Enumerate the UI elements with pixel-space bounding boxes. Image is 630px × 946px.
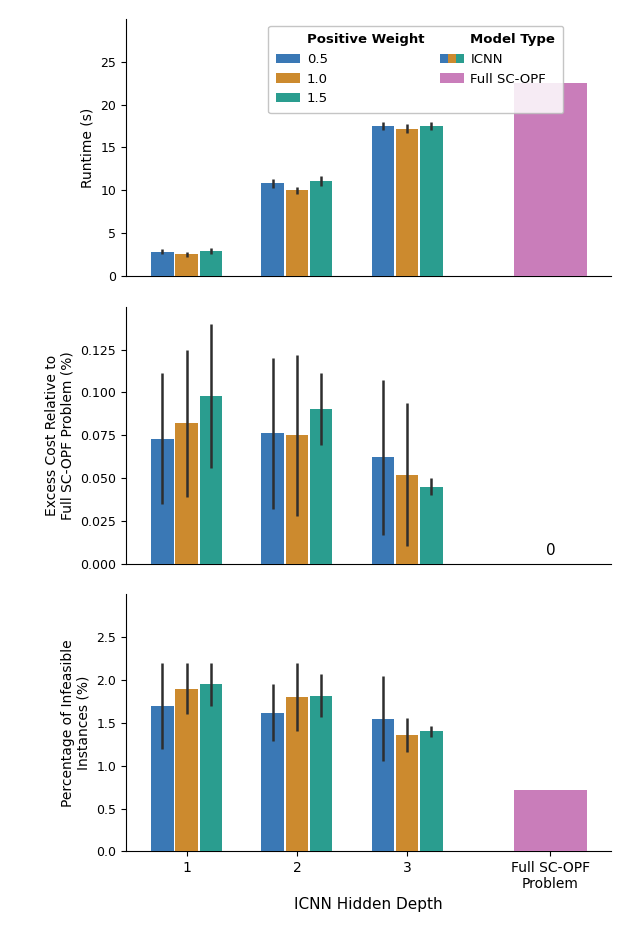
Bar [200, 251, 222, 276]
Bar [420, 126, 442, 276]
Bar [261, 433, 284, 564]
Text: 0: 0 [546, 544, 555, 558]
Bar [286, 435, 308, 564]
Y-axis label: Excess Cost Relative to
Full SC-OPF Problem (%): Excess Cost Relative to Full SC-OPF Prob… [45, 351, 75, 519]
Bar [310, 695, 332, 851]
Bar [151, 252, 173, 276]
Bar [176, 254, 198, 276]
Y-axis label: Percentage of Infeasible
Instances (%): Percentage of Infeasible Instances (%) [60, 639, 91, 807]
Bar [200, 395, 222, 564]
Bar [286, 190, 308, 276]
Bar [261, 184, 284, 276]
Bar [151, 439, 173, 564]
Bar [396, 475, 418, 564]
Bar [151, 706, 173, 851]
Bar [261, 712, 284, 851]
Bar [514, 790, 587, 851]
Bar [396, 735, 418, 851]
Bar [372, 126, 394, 276]
Bar [176, 689, 198, 851]
Bar [514, 83, 587, 276]
Bar [286, 697, 308, 851]
Bar [396, 129, 418, 276]
X-axis label: ICNN Hidden Depth: ICNN Hidden Depth [294, 897, 443, 912]
Bar [372, 458, 394, 564]
Bar [200, 684, 222, 851]
Y-axis label: Runtime (s): Runtime (s) [81, 107, 95, 187]
Legend: Positive Weight, 0.5, 1.0, 1.5, Model Type, ICNN, Full SC-OPF: Positive Weight, 0.5, 1.0, 1.5, Model Ty… [268, 26, 563, 114]
Bar [372, 719, 394, 851]
Bar [176, 423, 198, 564]
Bar [420, 486, 442, 564]
Bar [310, 410, 332, 564]
Bar [420, 731, 442, 851]
Bar [310, 181, 332, 276]
